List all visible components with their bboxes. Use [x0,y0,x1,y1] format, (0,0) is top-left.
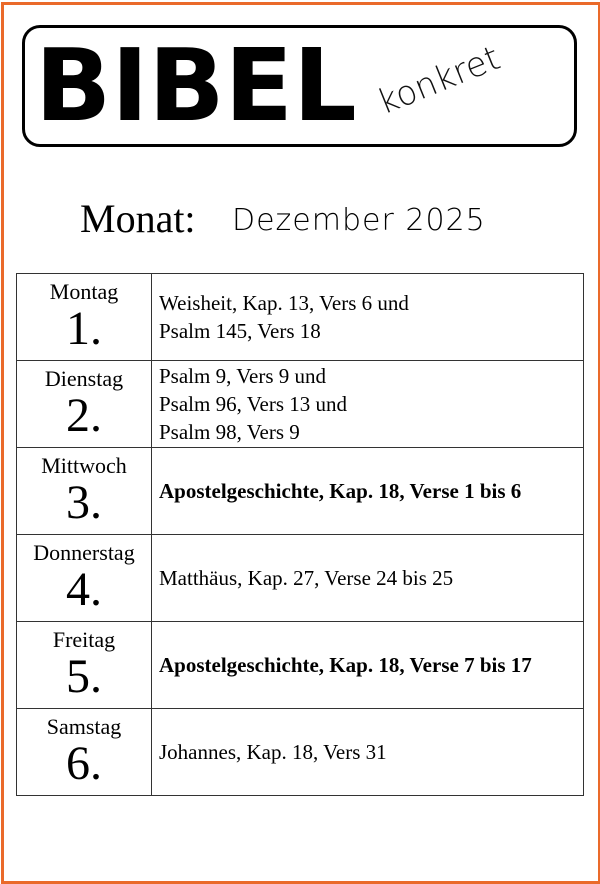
day-cell: Montag 1. [16,273,152,361]
day-cell: Samstag 6. [16,708,152,796]
reading-cell: Weisheit, Kap. 13, Vers 6 und Psalm 145, … [151,273,584,361]
table-row: Freitag 5. Apostelgeschichte, Kap. 18, V… [16,621,584,709]
day-cell: Donnerstag 4. [16,534,152,622]
date-number: 3. [66,476,102,529]
table-row: Montag 1. Weisheit, Kap. 13, Vers 6 und P… [16,273,584,361]
reading-line: Apostelgeschichte, Kap. 18, Verse 1 bis … [159,479,522,503]
weekday: Dienstag [44,366,124,391]
date-number: 5. [66,650,102,703]
reading-line: Psalm 145, Vers 18 [159,319,321,343]
reading-line: Psalm 96, Vers 13 und [159,392,348,416]
weekday: Mittwoch [41,453,127,478]
weekday: Freitag [52,627,116,652]
date-number: 4. [66,563,102,616]
reading-line: Psalm 98, Vers 9 [159,420,300,444]
weekday: Donnerstag [33,540,135,565]
weekday: Montag [49,279,119,304]
date-number: 1. [66,302,102,355]
reading-line: Apostelgeschichte, Kap. 18, Verse 7 bis … [159,653,532,677]
weekday: Samstag [46,714,122,739]
reading-line: Johannes, Kap. 18, Vers 31 [159,740,387,764]
month-label: Monat: [80,196,196,241]
reading-cell: Apostelgeschichte, Kap. 18, Verse 1 bis … [151,447,584,535]
logo-title: BIBEL [35,27,357,144]
table-row: Samstag 6. Johannes, Kap. 18, Vers 31 [16,708,584,796]
reading-line: Psalm 9, Vers 9 und [159,364,327,388]
table-row: Dienstag 2. Psalm 9, Vers 9 und Psalm 96,… [16,360,584,448]
date-number: 6. [66,737,102,790]
reading-cell: Matthäus, Kap. 27, Verse 24 bis 25 [151,534,584,622]
logo-subtitle: konkret [372,37,506,124]
reading-cell: Johannes, Kap. 18, Vers 31 [151,708,584,796]
reading-cell: Psalm 9, Vers 9 und Psalm 96, Vers 13 und… [151,360,584,448]
reading-table: Montag 1. Weisheit, Kap. 13, Vers 6 und P… [16,273,584,796]
reading-line: Matthäus, Kap. 27, Verse 24 bis 25 [159,566,454,590]
table-row: Mittwoch 3. Apostelgeschichte, Kap. 18, … [16,447,584,535]
reading-cell: Apostelgeschichte, Kap. 18, Verse 7 bis … [151,621,584,709]
date-number: 2. [66,389,102,442]
bibel-konkret-logo: BIBEL konkret [22,25,577,147]
month-value: Dezember 2025 [232,203,486,238]
reading-line: Weisheit, Kap. 13, Vers 6 und [159,291,409,315]
day-cell: Freitag 5. [16,621,152,709]
day-cell: Mittwoch 3. [16,447,152,535]
day-cell: Dienstag 2. [16,360,152,448]
table-row: Donnerstag 4. Matthäus, Kap. 27, Verse 2… [16,534,584,622]
